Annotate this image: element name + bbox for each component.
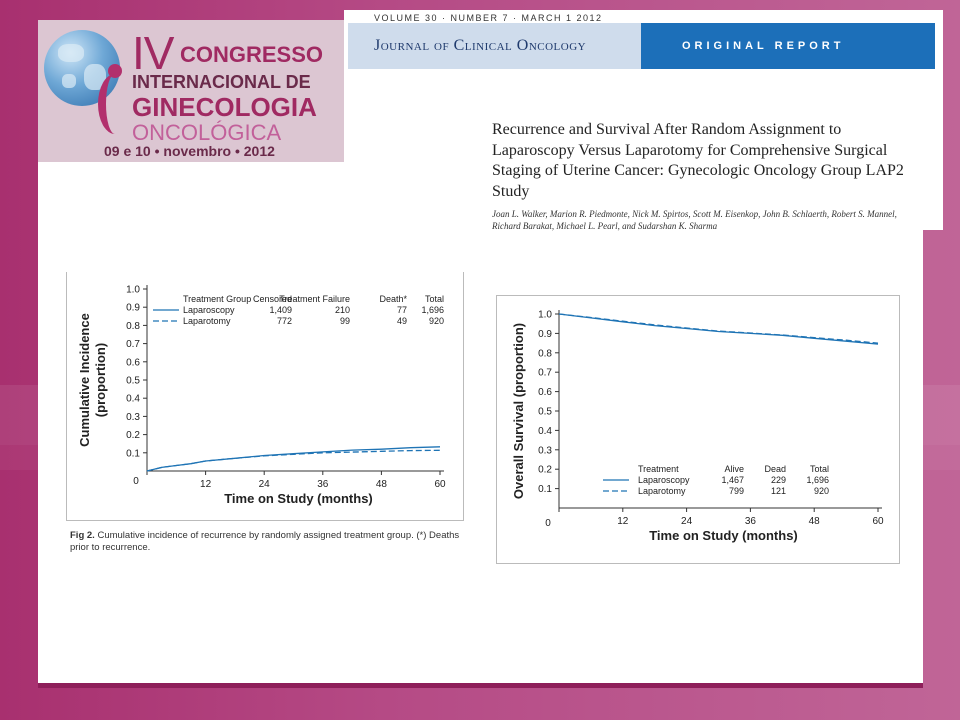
y-tick-label: 0.4: [538, 426, 552, 437]
legend-header: Death*: [379, 294, 407, 304]
legend-header: Total: [425, 294, 444, 304]
cumulative-incidence-panel: 0.1 0.2 0.3 0.4 0.5 0.6 0.7 0.8 0.9 1.0 0 12 24 36 48 6…: [66, 272, 464, 521]
caption-text: Cumulative incidence of recurrence by ra…: [70, 530, 460, 553]
legend-cell: 229: [771, 475, 786, 485]
journal-volume-line: VOLUME 30 · NUMBER 7 · MARCH 1 2012: [374, 13, 603, 23]
legend-cell: 920: [814, 486, 829, 496]
y-tick-label: 0.2: [538, 465, 552, 476]
logo-line-congresso: CONGRESSO: [180, 42, 324, 67]
legend-cell: Laparotomy: [638, 486, 686, 496]
y-tick-label: 0.8: [126, 321, 140, 332]
legend-cell: 49: [397, 316, 407, 326]
figure-caption: Fig 2. Cumulative incidence of recurrenc…: [70, 530, 470, 554]
legend-header: Censored: [253, 294, 292, 304]
y-tick-label: 0.6: [538, 387, 552, 398]
x-tick-label: 60: [434, 479, 446, 490]
x-tick-label: 12: [200, 479, 212, 490]
x-tick-label: 48: [376, 479, 388, 490]
y-tick-label: 0.9: [126, 303, 140, 314]
x-tick-label: 0: [133, 476, 139, 487]
logo-line-ginecologia: GINECOLOGIA: [132, 92, 317, 122]
y-tick-label: 0.4: [126, 394, 140, 405]
y-tick-label: 0.5: [538, 407, 552, 418]
x-tick-label: 12: [617, 516, 629, 527]
congress-logo: IV CONGRESSO INTERNACIONAL DE GINECOLOGI…: [38, 20, 344, 162]
legend-cell: 77: [397, 305, 407, 315]
legend-header: Dead: [764, 464, 786, 474]
cumulative-incidence-chart: 0.1 0.2 0.3 0.4 0.5 0.6 0.7 0.8 0.9 1.0 0 12 24 36 48 6…: [77, 285, 446, 507]
y-tick-label: 0.3: [538, 445, 552, 456]
legend-cell: Laparotomy: [183, 316, 231, 326]
series-line-laparoscopy: [558, 313, 879, 345]
legend-cell: 121: [771, 486, 786, 496]
journal-name-bar: [348, 23, 641, 69]
legend-cell: 1,696: [421, 305, 444, 315]
paper-authors: Joan L. Walker, Marion R. Piedmonte, Nic…: [492, 209, 897, 231]
x-axis-title: Time on Study (months): [224, 491, 373, 506]
y-axis-title: (proportion): [93, 343, 108, 417]
y-tick-label: 0.6: [126, 357, 140, 368]
legend-header: Treatment Group: [183, 294, 251, 304]
x-tick-label: 36: [745, 516, 757, 527]
logo-line-internacional: INTERNACIONAL DE: [132, 72, 311, 92]
y-tick-label: 1.0: [126, 285, 140, 296]
x-tick-label: 24: [259, 479, 271, 490]
overall-survival-panel: 0.1 0.2 0.3 0.4 0.5 0.6 0.7 0.8 0.9 1.0 0 12 24 36 48 6…: [496, 295, 900, 564]
y-tick-label: 0.1: [126, 448, 140, 459]
legend-cell: 210: [335, 305, 350, 315]
y-tick-label: 0.1: [538, 484, 552, 495]
legend-cell: 1,409: [269, 305, 292, 315]
y-axis-title: Overall Survival (proportion): [511, 323, 526, 499]
legend-cell: Laparoscopy: [638, 475, 690, 485]
y-tick-label: 0.2: [126, 430, 140, 441]
y-tick-label: 0.5: [126, 376, 140, 387]
slide-bottom-bar: [38, 683, 923, 688]
x-tick-label: 60: [872, 516, 884, 527]
legend-cell: Laparoscopy: [183, 305, 235, 315]
legend-header: Alive: [724, 464, 744, 474]
legend-header: Treatment: [638, 464, 679, 474]
x-axis-title: Time on Study (months): [649, 528, 798, 543]
series-line-laparoscopy: [146, 446, 441, 472]
logo-roman-numeral: IV: [132, 27, 174, 79]
y-tick-label: 0.8: [538, 348, 552, 359]
legend-cell: 920: [429, 316, 444, 326]
y-tick-label: 1.0: [538, 310, 552, 321]
x-tick-label: 24: [681, 516, 693, 527]
series-line-laparotomy: [146, 449, 441, 472]
journal-header: VOLUME 30 · NUMBER 7 · MARCH 1 2012 Jour…: [344, 10, 943, 231]
y-tick-label: 0.9: [538, 329, 552, 340]
legend-header: Total: [810, 464, 829, 474]
legend-cell: 772: [277, 316, 292, 326]
y-tick-label: 0.3: [126, 412, 140, 423]
ribbon-icon: [98, 74, 132, 134]
legend-cell: 99: [340, 316, 350, 326]
legend-header: Treatment Failure: [279, 294, 350, 304]
y-tick-label: 0.7: [126, 339, 140, 350]
x-tick-label: 48: [809, 516, 821, 527]
x-tick-label: 0: [545, 518, 551, 529]
journal-name: Journal of Clinical Oncology: [374, 37, 587, 54]
logo-line-oncologica: ONCOLÓGICA: [132, 120, 282, 145]
overall-survival-chart: 0.1 0.2 0.3 0.4 0.5 0.6 0.7 0.8 0.9 1.0 0 12 24 36 48 6…: [511, 310, 884, 544]
journal-section-bar: [641, 23, 935, 69]
legend-cell: 1,696: [806, 475, 829, 485]
x-tick-label: 36: [317, 479, 329, 490]
logo-date: 09 e 10 • novembro • 2012: [104, 143, 275, 159]
legend-cell: 799: [729, 486, 744, 496]
y-axis-title: Cumulative Incidence: [77, 313, 92, 447]
series-line-laparotomy: [558, 313, 879, 344]
legend-cell: 1,467: [721, 475, 744, 485]
paper-title: Recurrence and Survival After Random Ass…: [492, 121, 904, 200]
journal-section-label: ORIGINAL REPORT: [682, 40, 845, 52]
y-tick-label: 0.7: [538, 368, 552, 379]
caption-label: Fig 2.: [70, 530, 95, 541]
